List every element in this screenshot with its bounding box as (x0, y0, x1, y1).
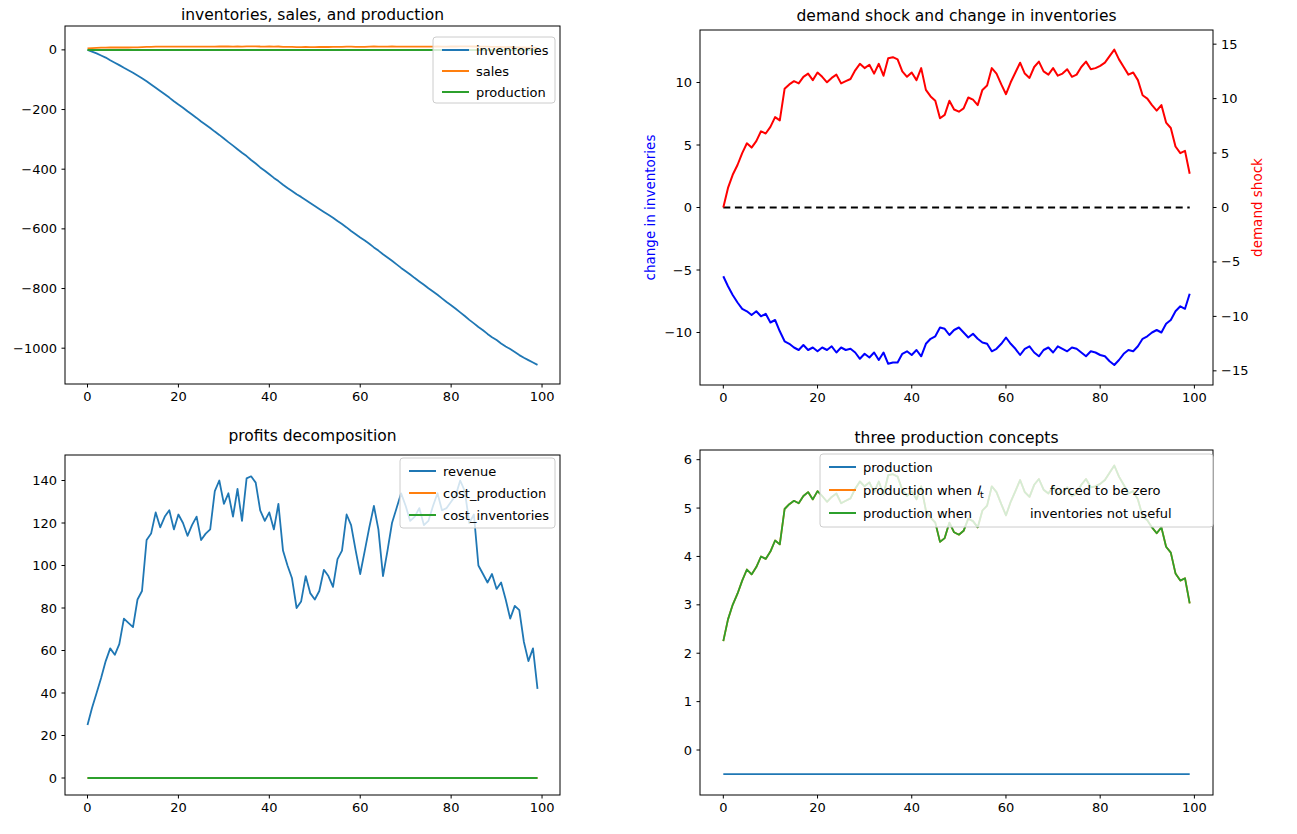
subplot-bottom-left: 0 20 40 60 80 100 140 120 100 80 60 40 20 0 revenue cos… (32, 455, 560, 815)
x-tick-label: 60 (998, 390, 1015, 405)
legend-label: production (476, 85, 546, 100)
y-tick-label: 140 (32, 473, 57, 488)
x-tick-label: 80 (443, 800, 460, 815)
x-tick-label: 60 (352, 800, 369, 815)
x-tick-label: 60 (352, 389, 369, 404)
y-tick-label: 0 (49, 42, 57, 57)
y-tick-label: 120 (32, 516, 57, 531)
subplot-title-bottom-right: three production concepts (700, 429, 1213, 447)
x-tick-label: 40 (903, 390, 920, 405)
y-tick-label: −200 (21, 102, 57, 117)
y2-tick-label: 10 (1221, 91, 1238, 106)
legend-label: cost_inventories (443, 508, 549, 523)
subplot-title-top-right: demand shock and change in inventories (700, 7, 1213, 25)
y-tick-label: −10 (665, 325, 692, 340)
x-tick-label: 80 (443, 389, 460, 404)
legend-label: revenue (443, 464, 496, 479)
subplot-title-top-left: inventories, sales, and production (65, 6, 560, 24)
y-tick-label: 10 (675, 75, 692, 90)
y2-tick-label: 5 (1221, 146, 1229, 161)
x-tick-label: 20 (809, 390, 826, 405)
legend-label: sales (476, 64, 509, 79)
x-tick-label: 40 (261, 800, 278, 815)
subplot-top-right: 0 20 40 60 80 100 10 5 0 −5 −10 15 10 5 0 −5 −10 −15 chang… (642, 30, 1265, 405)
legend-label: production (863, 460, 933, 475)
y-tick-label: 6 (684, 452, 692, 467)
y-tick-label: 4 (684, 549, 692, 564)
y-tick-label: 0 (49, 771, 57, 786)
y-tick-label: −800 (21, 281, 57, 296)
y-tick-label: −5 (673, 263, 692, 278)
y2-tick-label: 0 (1221, 200, 1229, 215)
y2-tick-label: −10 (1221, 309, 1248, 324)
y-tick-label: 0 (684, 200, 692, 215)
y-tick-label: 100 (32, 558, 57, 573)
x-tick-label: 20 (170, 800, 187, 815)
x-tick-label: 100 (1182, 800, 1207, 815)
y-tick-label: 5 (684, 138, 692, 153)
legend: productionproduction when Itforced to be… (820, 454, 1213, 527)
y-tick-label: 3 (684, 597, 692, 612)
x-tick-label: 100 (530, 389, 555, 404)
ylabel-left: change in inventories (642, 135, 658, 281)
x-tick-label: 0 (719, 800, 727, 815)
legend-label: inventories (476, 43, 549, 58)
legend: revenue cost_production cost_inventories (400, 458, 555, 528)
x-tick-label: 40 (903, 800, 920, 815)
y2-tick-label: 15 (1221, 37, 1238, 52)
y2-tick-label: −15 (1221, 363, 1248, 378)
y2-tick-label: −5 (1221, 254, 1240, 269)
y-tick-label: 80 (40, 601, 57, 616)
y-tick-label: 1 (684, 694, 692, 709)
matplotlib-figure: 0204060801000−200−400−600−800−1000invent… (0, 0, 1297, 834)
ylabel-right: demand shock (1249, 158, 1265, 257)
x-tick-label: 80 (1092, 800, 1109, 815)
subplot-bottom-right: 0 20 40 60 80 100 6 5 4 3 2 1 0 productionproduction … (684, 450, 1213, 815)
y-tick-label: −1000 (13, 341, 57, 356)
x-tick-label: 40 (261, 389, 278, 404)
x-tick-label: 0 (83, 389, 91, 404)
x-tick-label: 0 (83, 800, 91, 815)
subplot-title-bottom-left: profits decomposition (65, 427, 560, 445)
subplot-top-left: 0 20 40 60 80 100 0 −200 −400 −600 −800 −1000 invent… (13, 26, 560, 404)
x-tick-label: 100 (1182, 390, 1207, 405)
x-tick-label: 20 (170, 389, 187, 404)
x-tick-label: 20 (809, 800, 826, 815)
x-tick-label: 60 (998, 800, 1015, 815)
legend-label: cost_production (443, 486, 546, 501)
y-tick-label: 5 (684, 501, 692, 516)
x-tick-label: 80 (1092, 390, 1109, 405)
y-tick-label: −600 (21, 221, 57, 236)
y-tick-label: 40 (40, 686, 57, 701)
y-tick-label: 20 (40, 728, 57, 743)
plots-canvas: 0204060801000−200−400−600−800−1000invent… (0, 0, 1297, 834)
y-tick-label: 0 (684, 743, 692, 758)
x-tick-label: 100 (530, 800, 555, 815)
y-tick-label: 60 (40, 643, 57, 658)
legend: inventories sales production (433, 37, 555, 103)
y-tick-label: 2 (684, 646, 692, 661)
y-tick-label: −400 (21, 162, 57, 177)
x-tick-label: 0 (719, 390, 727, 405)
